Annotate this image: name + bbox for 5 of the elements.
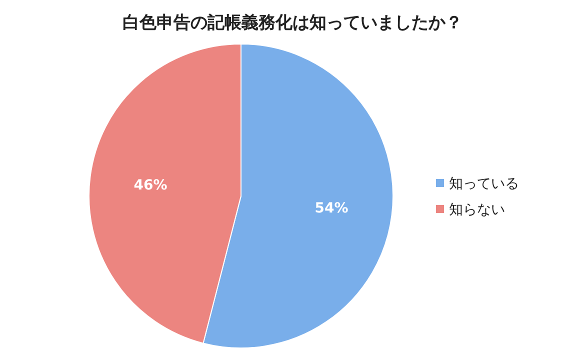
data-label: 54% <box>314 200 348 216</box>
legend-label: 知っている <box>449 176 519 192</box>
data-label: 46% <box>134 178 168 194</box>
chart-title: 白色申告の記帳義務化は知っていましたか？ <box>122 13 462 33</box>
legend-label: 知らない <box>449 202 505 218</box>
